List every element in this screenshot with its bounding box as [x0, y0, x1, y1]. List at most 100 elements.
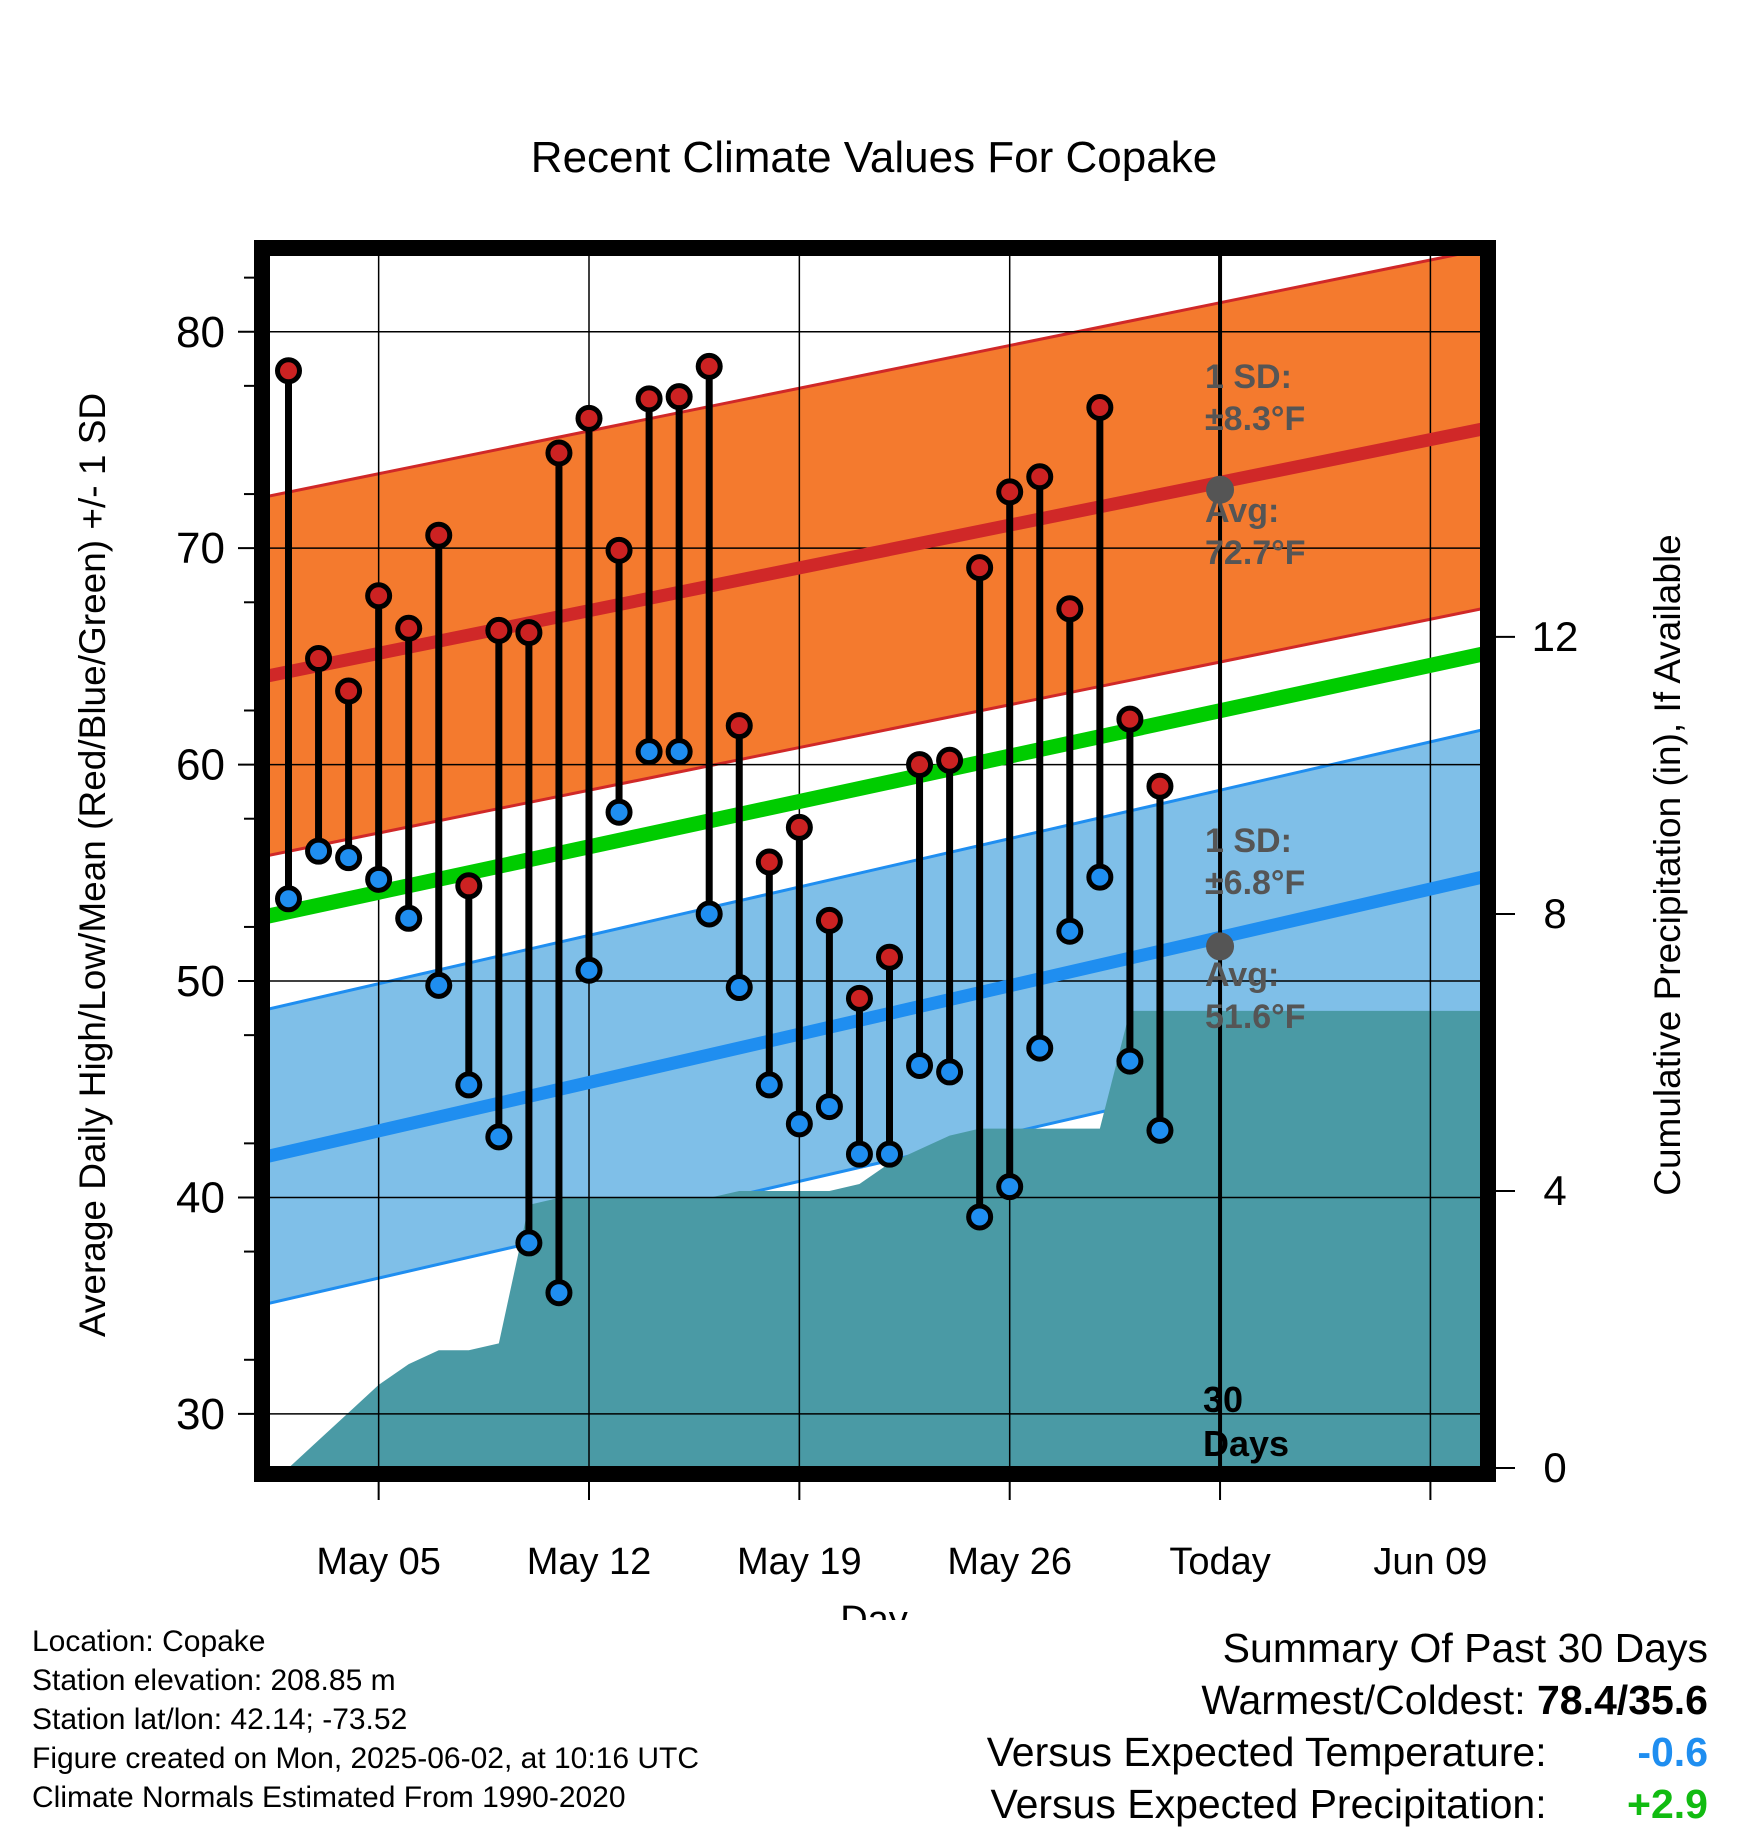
high-point — [455, 872, 483, 900]
low-point — [305, 837, 333, 865]
summary-panel: Summary Of Past 30 Days Warmest/Coldest:… — [987, 1622, 1708, 1830]
plot-area: 1 SD: ±8.3°F Avg: 72.7°F 1 SD: ±6.8°F Avg: 51.6… — [176, 240, 1578, 1583]
high-point — [1116, 705, 1144, 733]
high-point — [1146, 772, 1174, 800]
low-point — [425, 971, 453, 999]
low-point — [906, 1051, 934, 1079]
low-avg-value: 51.6°F — [1205, 998, 1306, 1036]
high-point — [845, 984, 873, 1012]
low-sd-value: ±6.8°F — [1205, 864, 1305, 902]
created-text: Figure created on Mon, 2025-06-02, at 10… — [32, 1742, 700, 1775]
high-point — [725, 712, 753, 740]
high-point — [906, 751, 934, 779]
y-tick-label: 50 — [176, 957, 225, 1006]
precipitation-area — [268, 1010, 1482, 1468]
high-point — [275, 357, 302, 385]
x-tick-label: May 05 — [316, 1541, 441, 1583]
low-point — [515, 1229, 543, 1257]
low-point — [936, 1058, 964, 1086]
low-point — [545, 1279, 573, 1307]
high-point — [755, 848, 783, 876]
low-point — [725, 974, 753, 1002]
low-point — [605, 798, 633, 826]
y-tick-label: 60 — [176, 741, 225, 790]
low-point — [1026, 1034, 1054, 1062]
low-point — [815, 1093, 843, 1121]
high-point — [425, 521, 453, 549]
low-point — [1056, 917, 1084, 945]
elevation-text: Station elevation: 208.85 m — [32, 1664, 396, 1697]
summary-heading: Summary Of Past 30 Days — [1222, 1625, 1708, 1671]
low-point — [395, 904, 423, 932]
y-tick-label: 30 — [176, 1390, 225, 1439]
low-point — [485, 1123, 513, 1151]
low-point — [996, 1173, 1024, 1201]
y-tick-label: 70 — [176, 524, 225, 573]
high-sd-lower-edge — [268, 607, 1482, 857]
today-low-avg-marker — [1206, 932, 1235, 961]
y-axis-label: Average Daily High/Low/Mean (Red/Blue/Gr… — [72, 393, 113, 1337]
high-point — [1026, 463, 1054, 491]
x-tick-label: May 19 — [737, 1541, 862, 1583]
low-point — [755, 1071, 783, 1099]
high-point — [365, 582, 393, 610]
high-point — [515, 619, 543, 647]
high-point — [1056, 595, 1084, 623]
x-tick-label: Jun 09 — [1373, 1541, 1487, 1583]
high-point — [876, 943, 903, 971]
low-point — [275, 885, 302, 913]
high-point — [1086, 394, 1114, 421]
warm-cold-value: 78.4/35.6 — [1537, 1677, 1708, 1723]
high-avg-label: Avg: — [1205, 492, 1279, 530]
normal-high-line — [268, 422, 1482, 683]
low-point — [785, 1110, 813, 1138]
today-high-avg-marker — [1206, 475, 1235, 504]
low-point — [335, 844, 363, 872]
low-point — [1146, 1116, 1174, 1144]
high-point — [545, 439, 573, 467]
low-point — [876, 1140, 903, 1168]
low-avg-label: Avg: — [1205, 956, 1279, 994]
high-point — [335, 677, 363, 705]
location-text: Location: Copake — [32, 1625, 266, 1658]
low-sd-label: 1 SD: — [1205, 822, 1292, 860]
y2-tick-label: 8 — [1543, 890, 1566, 937]
normal-low-line — [268, 870, 1482, 1163]
low-point — [665, 738, 693, 766]
temp-label: Versus Expected Temperature: — [986, 1729, 1547, 1775]
high-point — [575, 404, 603, 432]
y-tick-label: 80 — [176, 308, 225, 357]
low-point — [845, 1140, 873, 1168]
days-word-label: Days — [1203, 1423, 1289, 1464]
high-point — [966, 554, 994, 582]
y2-axis-label: Cumulative Precipitation (in), If Availa… — [1647, 534, 1688, 1196]
high-avg-value: 72.7°F — [1205, 534, 1306, 572]
plot-content — [268, 256, 1482, 1468]
low-point — [1116, 1047, 1144, 1075]
warm-cold-row: Warmest/Coldest: 78.4/35.6 — [987, 1674, 1708, 1726]
y2-tick-label: 4 — [1543, 1167, 1566, 1214]
high-point — [785, 813, 813, 841]
y2-tick-label: 0 — [1543, 1444, 1566, 1491]
low-point — [635, 738, 663, 766]
precip-row: Versus Expected Precipitation: +2.9 — [987, 1778, 1709, 1830]
high-sd-label: 1 SD: — [1205, 358, 1292, 396]
climate-chart: Recent Climate Values For Copake 1 SD: ±8… — [72, 133, 1688, 1620]
high-sd-value: ±8.3°F — [1205, 400, 1305, 438]
warm-cold-label: Warmest/Coldest: — [1201, 1677, 1526, 1723]
high-point — [485, 616, 513, 644]
high-point — [815, 906, 843, 934]
station-info: Location: Copake Station elevation: 208.… — [32, 1622, 699, 1817]
precip-value: +2.9 — [1627, 1781, 1708, 1827]
days-count-label: 30 — [1203, 1379, 1243, 1420]
high-point — [305, 645, 333, 673]
precip-label: Versus Expected Precipitation: — [990, 1781, 1547, 1827]
high-point — [936, 746, 964, 774]
temp-row: Versus Expected Temperature: -0.6 — [987, 1726, 1708, 1778]
high-sd-upper-edge — [268, 256, 1458, 498]
low-point — [695, 900, 723, 928]
temp-value: -0.6 — [1637, 1729, 1708, 1775]
latlon-text: Station lat/lon: 42.14; -73.52 — [32, 1703, 408, 1736]
y-tick-label: 40 — [176, 1173, 225, 1222]
x-tick-label: Today — [1169, 1541, 1270, 1583]
